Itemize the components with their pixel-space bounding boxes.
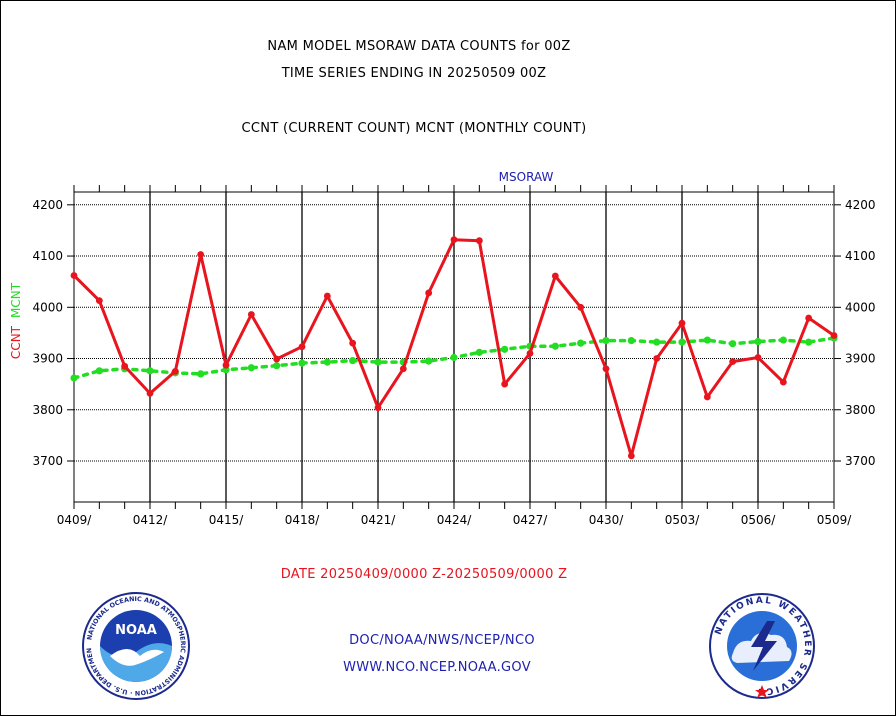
x-tick-label-5: 0424/ — [437, 513, 473, 527]
y-tick-label-left-4100: 4100 — [32, 249, 63, 263]
point-ccnt-25 — [703, 393, 711, 401]
x-tick-label-7: 0430/ — [589, 513, 625, 527]
point-ccnt-17 — [501, 380, 509, 388]
point-mcnt-17 — [501, 345, 509, 353]
website-label: WWW.NCO.NCEP.NOAA.GOV — [343, 660, 531, 675]
y-axis-label-ccnt: CCNT — [9, 325, 23, 359]
point-ccnt-4 — [171, 367, 179, 375]
point-ccnt-8 — [273, 355, 281, 363]
point-ccnt-6 — [222, 361, 230, 369]
point-ccnt-15 — [450, 236, 458, 244]
point-mcnt-11 — [349, 356, 357, 365]
point-ccnt-3 — [146, 389, 154, 397]
chart-title-line2: TIME SERIES ENDING IN 20250509 00Z — [281, 66, 547, 81]
x-tick-label-6: 0427/ — [513, 513, 549, 527]
point-mcnt-9 — [298, 359, 306, 367]
y-tick-label-right-4200: 4200 — [845, 198, 876, 212]
point-mcnt-21 — [602, 336, 610, 345]
point-mcnt-3 — [146, 367, 154, 375]
point-mcnt-27 — [754, 338, 762, 346]
plot-title: MSORAW — [499, 170, 554, 184]
y-axis-label-mcnt: MCNT — [9, 282, 23, 318]
y-axis-label: CCNT MCNT — [9, 282, 23, 359]
point-mcnt-26 — [729, 340, 737, 348]
point-ccnt-20 — [577, 303, 585, 311]
point-ccnt-16 — [475, 237, 483, 245]
y-tick-label-right-4000: 4000 — [845, 300, 876, 314]
x-tick-label-4: 0421/ — [361, 513, 397, 527]
line-chart: 3700 3800 3900 4000 4100 4200 3700 3800 3900 400… — [9, 170, 876, 527]
point-mcnt-29 — [805, 338, 813, 346]
noaa-logo: NATIONAL OCEANIC AND ATMOSPHERIC ADMINIS… — [80, 590, 190, 700]
y-tick-label-left-3900: 3900 — [32, 352, 63, 366]
point-mcnt-1 — [95, 367, 103, 375]
point-mcnt-14 — [425, 357, 433, 365]
x-axis: 0409/0412/0415/0418/0421/0424/0427/0430/… — [57, 185, 853, 527]
point-mcnt-22 — [627, 336, 635, 345]
vertical-gridlines — [149, 192, 759, 502]
x-tick-label-0: 0409/ — [57, 513, 93, 527]
point-mcnt-23 — [653, 338, 661, 346]
point-ccnt-24 — [678, 319, 686, 327]
point-ccnt-14 — [425, 289, 433, 297]
date-range-label: DATE 20250409/0000 Z-20250509/0000 Z — [280, 567, 568, 582]
point-ccnt-29 — [805, 314, 813, 322]
org-label: DOC/NOAA/NWS/NCEP/NCO — [349, 633, 535, 648]
y-axis-left: 3700 3800 3900 4000 4100 4200 — [32, 198, 74, 468]
point-ccnt-23 — [653, 355, 661, 362]
y-tick-label-right-3700: 3700 — [845, 454, 876, 468]
point-mcnt-19 — [551, 342, 559, 350]
point-ccnt-21 — [602, 365, 610, 373]
point-mcnt-20 — [577, 339, 585, 347]
point-ccnt-19 — [551, 272, 559, 280]
nws-logo: NATIONAL WEATHER SERVICE — [709, 593, 815, 699]
point-mcnt-25 — [703, 336, 711, 344]
point-ccnt-7 — [247, 311, 255, 318]
y-axis-right: 3700 3800 3900 4000 4100 4200 — [834, 198, 876, 468]
point-ccnt-0 — [70, 272, 78, 279]
point-mcnt-15 — [450, 353, 458, 362]
point-ccnt-1 — [95, 297, 103, 305]
point-mcnt-28 — [779, 336, 787, 344]
y-tick-label-right-3800: 3800 — [845, 403, 876, 417]
point-ccnt-12 — [374, 404, 382, 412]
point-ccnt-5 — [197, 251, 205, 258]
point-mcnt-12 — [374, 358, 382, 366]
y-tick-label-right-4100: 4100 — [845, 249, 876, 263]
point-mcnt-7 — [247, 364, 255, 372]
point-ccnt-28 — [779, 378, 787, 386]
x-tick-label-9: 0506/ — [741, 513, 777, 527]
point-mcnt-5 — [197, 370, 205, 378]
y-tick-label-left-3800: 3800 — [32, 403, 63, 417]
point-ccnt-22 — [627, 452, 635, 460]
point-ccnt-18 — [526, 350, 534, 357]
x-tick-label-2: 0415/ — [209, 513, 245, 527]
point-ccnt-27 — [754, 354, 762, 361]
point-mcnt-24 — [678, 338, 686, 346]
x-tick-label-10: 0509/ — [817, 513, 853, 527]
point-ccnt-26 — [729, 358, 737, 366]
x-tick-label-8: 0503/ — [665, 513, 701, 527]
point-mcnt-0 — [70, 374, 78, 382]
y-tick-label-left-3700: 3700 — [32, 454, 63, 468]
noaa-logo-text: NOAA — [115, 623, 157, 638]
point-ccnt-10 — [323, 292, 331, 300]
point-ccnt-30 — [830, 332, 838, 339]
point-ccnt-13 — [399, 365, 407, 373]
point-ccnt-9 — [298, 343, 306, 351]
point-ccnt-2 — [121, 362, 129, 370]
x-tick-label-3: 0418/ — [285, 513, 321, 527]
point-mcnt-8 — [273, 362, 281, 370]
chart-title-line3: CCNT (CURRENT COUNT) MCNT (MONTHLY COUNT… — [241, 121, 587, 136]
series-layer — [70, 236, 838, 460]
chart-title-line1: NAM MODEL MSORAW DATA COUNTS for 00Z — [267, 39, 571, 54]
point-mcnt-16 — [475, 348, 483, 356]
y-tick-label-left-4000: 4000 — [32, 300, 63, 314]
x-tick-label-1: 0412/ — [133, 513, 169, 527]
point-ccnt-11 — [349, 339, 357, 347]
y-tick-label-right-3900: 3900 — [845, 352, 876, 366]
point-mcnt-10 — [323, 358, 331, 366]
y-tick-label-left-4200: 4200 — [32, 198, 63, 212]
